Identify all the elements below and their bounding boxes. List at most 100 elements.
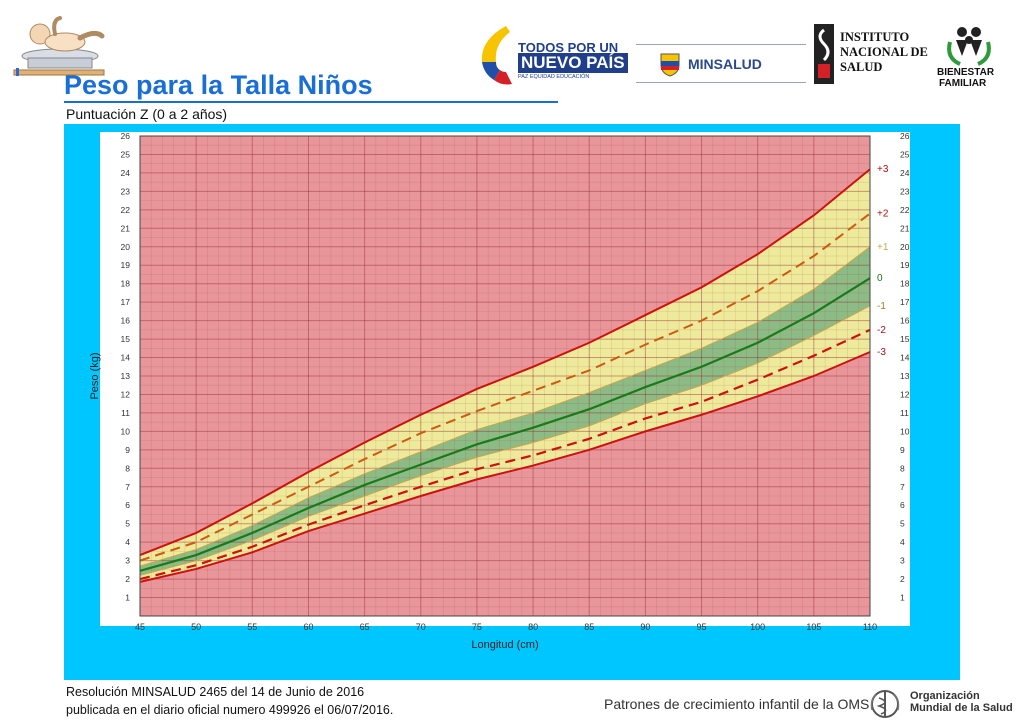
x-tick-label: 60 — [303, 622, 313, 632]
ins-line2: NACIONAL DE — [840, 45, 928, 59]
y-tick-label-right: 3 — [900, 556, 905, 566]
who-emblem-icon — [870, 690, 900, 718]
y-tick-label-right: 22 — [900, 205, 910, 215]
y-tick-label-left: 7 — [125, 482, 130, 492]
y-tick-label-right: 1 — [900, 593, 905, 603]
y-tick-label-left: 16 — [121, 316, 131, 326]
y-tick-label-right: 16 — [900, 316, 910, 326]
todos-line3: PAZ EQUIDAD EDUCACIÓN — [518, 74, 590, 80]
y-tick-label-right: 9 — [900, 445, 905, 455]
series-line-+3 — [139, 168, 871, 557]
x-axis-label: Longitud (cm) — [471, 639, 538, 651]
x-tick-label: 75 — [472, 622, 482, 632]
y-axis-label: Peso (kg) — [89, 352, 101, 399]
x-tick-label: 100 — [750, 622, 765, 632]
y-tick-label-left: 11 — [121, 408, 130, 418]
band-median-green — [140, 246, 870, 576]
x-tick-label: 45 — [135, 622, 145, 632]
y-tick-label-left: 4 — [125, 537, 130, 547]
series-line-0 — [139, 277, 871, 572]
footer-publication: publicada en el diario oficial numero 49… — [66, 703, 394, 717]
y-tick-label-right: 20 — [900, 242, 910, 252]
ins-line1: INSTITUTO — [840, 30, 910, 44]
growth-chart: +3+2+10-1-2-345 50 55 60 65 70 75 80 85 90 95 100 10… — [89, 131, 910, 651]
y-tick-label-left: 17 — [121, 297, 131, 307]
y-tick-label-right: 2 — [900, 574, 905, 584]
y-tick-label-right: 11 — [900, 408, 909, 418]
y-tick-label-left: 25 — [121, 149, 131, 159]
y-tick-label-right: 8 — [900, 463, 905, 473]
x-tick-label: 80 — [528, 622, 538, 632]
who-line2: Mundial de la Salud — [910, 702, 1013, 714]
icbf-line1: BIENESTAR — [937, 67, 995, 78]
y-tick-label-left: 22 — [121, 205, 131, 215]
series-label-+3: +3 — [877, 164, 889, 175]
series-line--1 — [139, 305, 871, 576]
y-tick-label-right: 19 — [900, 260, 910, 270]
ins-logo: INSTITUTO NACIONAL DE SALUD — [812, 24, 932, 86]
series-line-+1 — [139, 246, 871, 567]
footer-resolution: Resolución MINSALUD 2465 del 14 de Junio… — [66, 685, 365, 699]
y-tick-label-left: 26 — [121, 131, 131, 141]
series-line-+2 — [139, 212, 871, 562]
title-divider — [64, 101, 558, 103]
y-tick-label-right: 14 — [900, 353, 910, 363]
page-subtitle: Puntuación Z (0 a 2 años) — [66, 106, 228, 122]
y-tick-label-right: 12 — [900, 389, 910, 399]
y-tick-label-left: 5 — [125, 519, 130, 529]
who-logo — [868, 688, 902, 720]
coat-of-arms-icon — [660, 53, 680, 77]
y-tick-label-left: 21 — [121, 223, 131, 233]
ins-line3: SALUD — [840, 60, 883, 74]
y-tick-label-left: 2 — [125, 574, 130, 584]
x-tick-label: 85 — [584, 622, 594, 632]
y-tick-label-right: 5 — [900, 519, 905, 529]
y-tick-label-right: 4 — [900, 537, 905, 547]
y-tick-label-left: 13 — [121, 371, 131, 381]
y-tick-label-left: 24 — [121, 168, 131, 178]
todos-line2: NUEVO PAÍS — [518, 53, 628, 73]
y-tick-label-left: 8 — [125, 463, 130, 473]
todos-por-un-nuevo-pais-logo: TODOS POR UN NUEVO PAÍS PAZ EQUIDAD EDUC… — [476, 22, 628, 90]
baby-scale-logo — [10, 10, 110, 78]
y-tick-label-right: 13 — [900, 371, 910, 381]
series-label--3: -3 — [877, 347, 886, 358]
minsalud-text: MINSALUD — [688, 56, 762, 72]
y-tick-label-left: 10 — [121, 426, 131, 436]
x-tick-label: 55 — [247, 622, 257, 632]
y-tick-label-left: 14 — [121, 353, 131, 363]
y-tick-label-right: 26 — [900, 131, 910, 141]
y-tick-label-left: 6 — [125, 500, 130, 510]
y-tick-label-left: 15 — [121, 334, 131, 344]
series-line--3 — [139, 351, 871, 583]
series-label-0: 0 — [877, 273, 883, 284]
y-tick-label-right: 25 — [900, 149, 910, 159]
x-tick-label: 110 — [863, 622, 877, 632]
y-tick-label-left: 19 — [121, 260, 131, 270]
y-tick-label-right: 24 — [900, 168, 910, 178]
x-tick-label: 65 — [360, 622, 370, 632]
icbf-line2: FAMILIAR — [939, 78, 987, 89]
y-tick-label-right: 17 — [900, 297, 910, 307]
series-label-+2: +2 — [877, 209, 889, 220]
x-tick-label: 70 — [416, 622, 426, 632]
y-tick-label-right: 21 — [900, 223, 910, 233]
x-tick-label: 50 — [191, 622, 201, 632]
page-title: Peso para la Talla Niños — [64, 70, 373, 100]
y-tick-label-left: 12 — [121, 389, 131, 399]
y-tick-label-right: 7 — [900, 482, 905, 492]
plot-border — [139, 135, 871, 617]
y-tick-label-left: 23 — [121, 186, 131, 196]
y-tick-label-left: 3 — [125, 556, 130, 566]
y-tick-label-left: 9 — [125, 445, 130, 455]
x-tick-label: 95 — [697, 622, 707, 632]
minsalud-logo: MINSALUD — [636, 44, 806, 84]
series-label--1: -1 — [877, 301, 886, 312]
y-tick-label-left: 20 — [121, 242, 131, 252]
y-tick-label-left: 18 — [121, 279, 131, 289]
y-tick-label-right: 10 — [900, 426, 910, 436]
y-tick-label-left: 1 — [125, 593, 130, 603]
y-tick-label-right: 6 — [900, 500, 905, 510]
y-tick-label-right: 23 — [900, 186, 910, 196]
who-line1: Organización — [910, 690, 980, 702]
